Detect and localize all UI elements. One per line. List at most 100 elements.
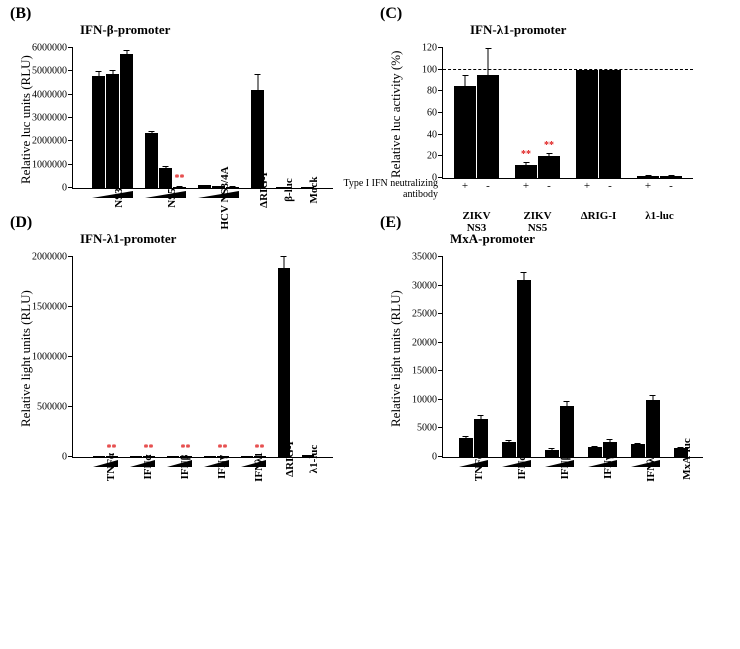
bar-group xyxy=(545,406,574,457)
panel-c-ylabel: Relative luc activity (%) xyxy=(388,50,404,177)
x-label: Mock xyxy=(308,177,320,204)
ytick-label: 6000000 xyxy=(32,43,73,54)
panel-e-chart: 05000100001500020000250003000035000TNFαI… xyxy=(442,257,703,458)
panel-c-title: IFN-λ1-promoter xyxy=(470,22,730,38)
x-label: IFNλ1 xyxy=(645,452,657,482)
significance-stars: ** xyxy=(521,149,531,160)
ytick-label: 5000 xyxy=(417,423,443,434)
bar xyxy=(477,75,499,178)
x-label: TNFα xyxy=(473,453,485,481)
ytick-label: 500000 xyxy=(37,402,73,413)
ytick-label: 20000 xyxy=(412,337,443,348)
panel-c-chart: 020406080100120****+-+-+-+-ZIKV NS3ZIKV … xyxy=(442,48,693,179)
bar xyxy=(120,54,133,188)
pm-indicator: + xyxy=(637,180,659,192)
ytick-label: 80 xyxy=(427,86,443,97)
pm-indicator: + xyxy=(515,180,537,192)
panel-d: (D) IFN-λ1-promoter 05000001000000150000… xyxy=(10,219,360,458)
bar-group: ** xyxy=(145,133,186,188)
x-label: NS5 xyxy=(166,188,178,208)
x-label: IFNγ xyxy=(602,455,614,479)
bar xyxy=(459,438,473,457)
ytick-label: 1000000 xyxy=(32,352,73,363)
ytick-label: 35000 xyxy=(412,252,443,263)
x-label: β-luc xyxy=(283,178,295,202)
bar-group xyxy=(502,280,531,457)
x-label: MxA-luc xyxy=(681,438,693,480)
bar xyxy=(474,419,488,457)
significance-stars: ** xyxy=(175,173,185,184)
ytick-label: 3000000 xyxy=(32,113,73,124)
pm-indicator: - xyxy=(660,180,682,192)
ytick-label: 120 xyxy=(422,43,443,54)
bar-group xyxy=(92,54,133,188)
x-label: IFNα xyxy=(516,454,528,479)
significance-stars: ** xyxy=(181,443,191,454)
panel-b: (B) IFN-β-promoter 010000002000000300000… xyxy=(10,10,360,189)
bar-group xyxy=(576,70,621,178)
panel-d-chart: 0500000100000015000002000000**********TN… xyxy=(72,257,333,458)
ytick-label: 0 xyxy=(62,452,73,463)
bar xyxy=(560,406,574,457)
x-label: ΔRIG-I xyxy=(284,441,296,477)
panel-b-title: IFN-β-promoter xyxy=(80,22,360,38)
bar xyxy=(106,74,119,188)
bar-group xyxy=(454,75,499,178)
bar xyxy=(159,168,172,188)
bar xyxy=(145,133,158,188)
bar-group: **** xyxy=(515,156,560,178)
bar-group xyxy=(459,419,488,457)
ytick-label: 2000000 xyxy=(32,252,73,263)
ytick-label: 0 xyxy=(62,183,73,194)
bar xyxy=(588,447,602,457)
x-label: λ1-luc xyxy=(308,445,320,474)
pm-indicator: + xyxy=(454,180,476,192)
bar xyxy=(631,444,645,457)
ytick-label: 25000 xyxy=(412,309,443,320)
significance-stars: ** xyxy=(144,443,154,454)
bar-group xyxy=(637,176,682,178)
panel-d-label: (D) xyxy=(10,214,32,232)
ytick-label: 60 xyxy=(427,108,443,119)
ytick-label: 4000000 xyxy=(32,89,73,100)
panel-e: (E) MxA-promoter 05000100001500020000250… xyxy=(380,219,730,458)
x-label: IFNα xyxy=(142,454,154,479)
x-label: ΔRIG-I xyxy=(258,172,270,208)
ytick-label: 30000 xyxy=(412,280,443,291)
bar xyxy=(517,280,531,457)
ytick-label: 15000 xyxy=(412,366,443,377)
pm-indicator: - xyxy=(599,180,621,192)
significance-stars: ** xyxy=(218,443,228,454)
panel-b-ylabel: Relative luc units (RLU) xyxy=(18,55,34,184)
panel-c: (C) IFN-λ1-promoter 020406080100120****+… xyxy=(380,10,730,189)
pm-indicator: - xyxy=(477,180,499,192)
panel-b-chart: 0100000020000003000000400000050000006000… xyxy=(72,48,333,189)
ytick-label: 1500000 xyxy=(32,302,73,313)
panel-e-title: MxA-promoter xyxy=(450,231,730,247)
bar xyxy=(278,268,290,457)
ytick-label: 20 xyxy=(427,151,443,162)
x-label: IFNβ xyxy=(559,455,571,480)
panel-b-label: (B) xyxy=(10,5,31,23)
neutralizing-antibody-label: Type I IFN neutralizing antibody xyxy=(343,178,438,200)
bar xyxy=(576,70,598,178)
bar xyxy=(660,176,682,178)
bar xyxy=(646,400,660,457)
panel-c-label: (C) xyxy=(380,5,402,23)
figure-grid: (B) IFN-β-promoter 010000002000000300000… xyxy=(10,10,730,458)
bar-group xyxy=(278,268,290,457)
ytick-label: 2000000 xyxy=(32,136,73,147)
x-label: TNFα xyxy=(105,453,117,481)
bar: ** xyxy=(538,156,560,178)
ytick-label: 100 xyxy=(422,64,443,75)
bar xyxy=(599,70,621,178)
ytick-label: 5000000 xyxy=(32,66,73,77)
panel-e-ylabel: Relative light units (RLU) xyxy=(388,290,404,427)
ytick-label: 10000 xyxy=(412,394,443,405)
significance-stars: ** xyxy=(544,140,554,151)
ytick-label: 0 xyxy=(432,452,443,463)
bar xyxy=(454,86,476,178)
panel-d-ylabel: Relative light units (RLU) xyxy=(18,290,34,427)
x-label: NS3 xyxy=(113,188,125,208)
ytick-label: 40 xyxy=(427,129,443,140)
